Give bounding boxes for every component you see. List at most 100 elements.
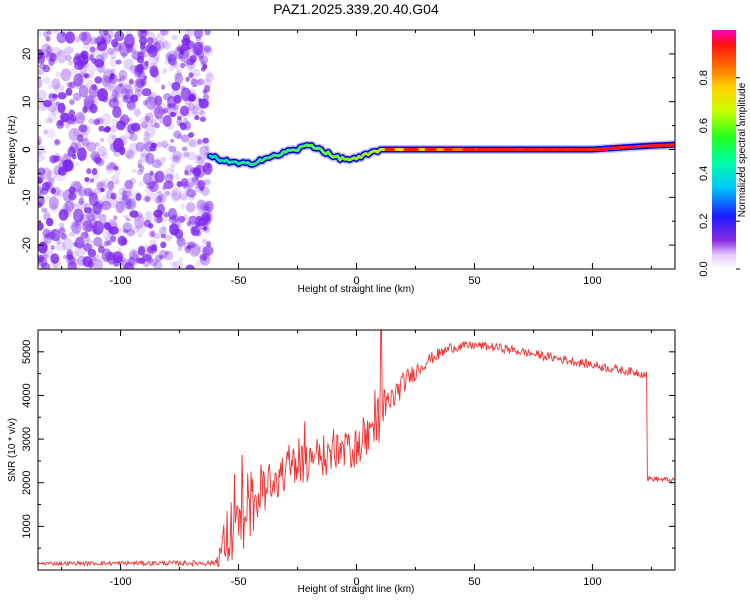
noise-speckle <box>144 196 151 202</box>
noise-speckle <box>42 31 49 38</box>
noise-speckle <box>154 76 161 84</box>
noise-speckle <box>65 87 73 96</box>
noise-speckle <box>196 199 206 210</box>
y-tick-label: 4000 <box>21 383 33 407</box>
noise-speckle <box>55 155 62 162</box>
noise-speckle <box>55 101 60 106</box>
noise-speckle <box>109 56 118 68</box>
noise-speckle <box>198 52 204 59</box>
noise-speckle <box>54 84 65 93</box>
noise-speckle <box>43 129 48 135</box>
signal-peak <box>443 148 453 151</box>
noise-speckle <box>199 145 210 156</box>
noise-speckle <box>184 184 191 193</box>
noise-speckle <box>108 98 119 109</box>
noise-speckle <box>57 92 67 100</box>
noise-speckle <box>124 33 135 49</box>
noise-speckle <box>174 73 184 85</box>
noise-speckle <box>183 61 189 67</box>
noise-speckle <box>172 155 181 163</box>
noise-speckle <box>133 108 141 117</box>
noise-speckle <box>86 79 94 88</box>
noise-speckle <box>186 221 192 227</box>
noise-speckle <box>97 89 105 98</box>
noise-speckle <box>114 30 125 42</box>
noise-speckle <box>122 180 134 196</box>
noise-speckle <box>179 152 187 160</box>
noise-speckle <box>199 116 207 122</box>
noise-speckle <box>165 250 170 255</box>
noise-speckle <box>180 62 185 69</box>
noise-speckle <box>162 107 168 114</box>
noise-speckle <box>163 212 169 218</box>
noise-speckle <box>45 45 53 55</box>
noise-speckle <box>122 95 129 103</box>
noise-speckle <box>126 100 137 111</box>
noise-speckle <box>170 161 177 168</box>
noise-speckle <box>196 200 208 214</box>
signal-peak <box>462 148 475 151</box>
noise-speckle <box>42 213 50 220</box>
noise-speckle <box>92 228 97 234</box>
noise-speckle <box>170 138 175 143</box>
snr-x-label: Height of straight line (km) <box>298 584 415 595</box>
noise-speckle <box>68 127 80 142</box>
noise-speckle <box>58 168 63 174</box>
noise-speckle <box>74 223 79 228</box>
noise-speckle <box>129 133 138 142</box>
noise-speckle <box>40 49 51 57</box>
noise-speckle <box>176 134 183 140</box>
noise-speckle <box>91 97 97 103</box>
noise-speckle <box>52 257 61 269</box>
noise-speckle <box>45 35 51 42</box>
noise-speckle <box>206 70 213 79</box>
noise-speckle <box>62 238 73 252</box>
noise-speckle <box>90 53 95 58</box>
noise-speckle <box>75 37 80 43</box>
noise-speckle <box>100 187 105 192</box>
spectrogram-noise <box>38 30 215 269</box>
noise-speckle <box>141 123 146 128</box>
noise-speckle <box>60 206 66 214</box>
noise-speckle <box>143 195 152 203</box>
noise-speckle <box>128 142 139 155</box>
noise-speckle <box>195 36 202 42</box>
x-tick-label: 50 <box>468 576 480 588</box>
noise-speckle <box>73 55 81 66</box>
noise-speckle <box>51 106 60 116</box>
noise-speckle <box>39 63 47 70</box>
y-tick-label: 2000 <box>21 470 33 494</box>
noise-speckle <box>137 163 142 169</box>
noise-speckle <box>72 92 82 102</box>
noise-speckle <box>130 248 137 255</box>
noise-speckle <box>157 32 165 40</box>
y-tick-label: -10 <box>21 189 33 205</box>
noise-speckle <box>143 141 155 152</box>
noise-speckle <box>181 146 188 152</box>
noise-speckle <box>84 73 90 79</box>
noise-speckle <box>38 186 44 195</box>
noise-speckle <box>145 179 151 185</box>
noise-speckle <box>191 242 202 256</box>
noise-speckle <box>185 123 191 129</box>
noise-speckle <box>192 69 201 78</box>
noise-speckle <box>186 151 197 161</box>
noise-speckle <box>162 68 168 75</box>
noise-speckle <box>111 118 119 125</box>
noise-speckle <box>138 246 146 256</box>
noise-speckle <box>77 130 89 142</box>
noise-speckle <box>52 93 58 99</box>
noise-speckle <box>159 226 167 236</box>
noise-speckle <box>111 135 116 141</box>
noise-speckle <box>186 60 196 73</box>
noise-speckle <box>76 255 88 267</box>
spectrogram-y-label: Frequency (Hz) <box>7 116 18 185</box>
noise-speckle <box>201 238 208 244</box>
noise-speckle <box>130 94 139 103</box>
noise-speckle <box>111 89 119 99</box>
x-tick-label: 100 <box>583 275 601 287</box>
noise-speckle <box>114 84 125 95</box>
noise-speckle <box>157 193 167 204</box>
x-tick-label: -50 <box>231 576 247 588</box>
noise-speckle <box>73 208 84 223</box>
